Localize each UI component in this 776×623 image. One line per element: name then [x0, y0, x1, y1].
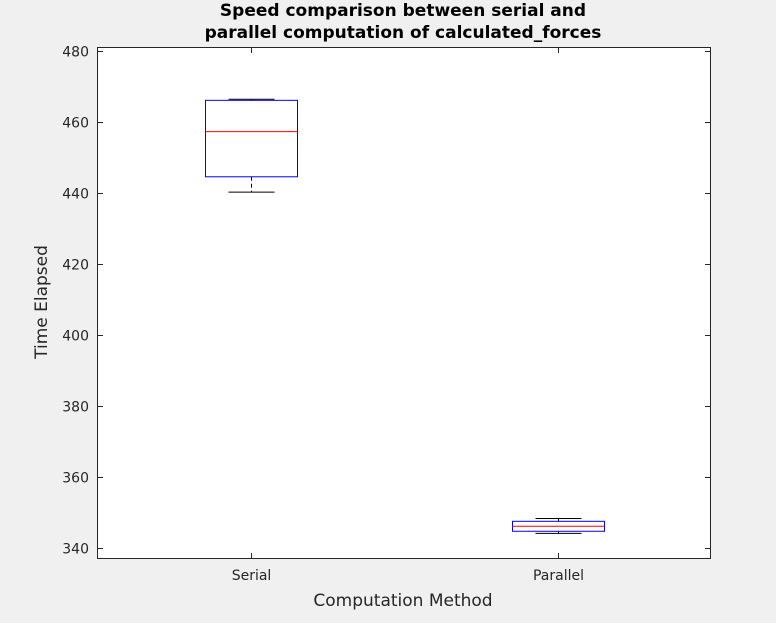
y-tick-label: 480: [62, 45, 89, 61]
y-tick-label: 360: [62, 471, 89, 487]
y-tick-label: 460: [62, 116, 89, 132]
chart-title-line-1: Speed comparison between serial and: [220, 1, 586, 21]
y-axis-ticks: 340 360 380 400 420 440 460 480: [62, 45, 711, 558]
y-tick-label: 400: [62, 329, 89, 345]
chart-title-line-2: parallel computation of calculated_force…: [205, 23, 602, 43]
y-tick-label: 420: [62, 258, 89, 274]
y-axis-label: Time Elapsed: [32, 245, 52, 360]
x-tick-label: Parallel: [533, 568, 584, 584]
axes-background: [97, 47, 711, 559]
x-axis-label: Computation Method: [313, 591, 492, 611]
x-tick-label: Serial: [232, 568, 272, 584]
x-axis-ticks: Serial Parallel: [232, 47, 584, 584]
boxes: [205, 98, 605, 534]
y-tick-label: 440: [62, 187, 89, 203]
box-serial: [205, 99, 298, 178]
y-tick-label: 340: [62, 542, 89, 558]
y-tick-label: 380: [62, 400, 89, 416]
axes-frame: [97, 47, 711, 559]
